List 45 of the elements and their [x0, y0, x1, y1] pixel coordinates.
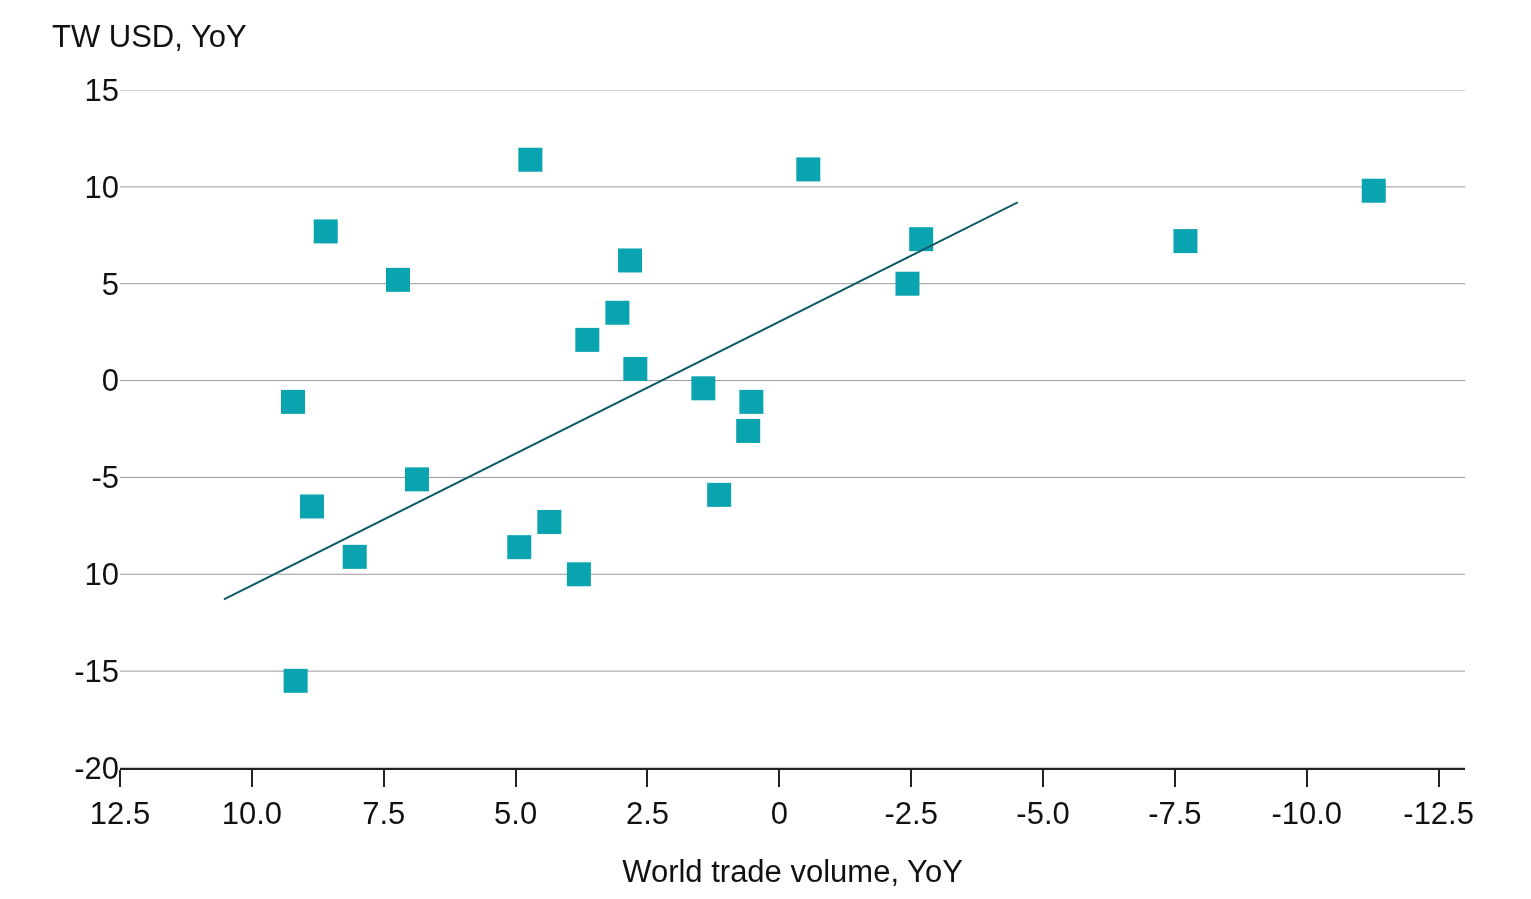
point — [623, 356, 648, 381]
point — [342, 544, 367, 569]
y-tick-label: -15 — [74, 653, 119, 689]
point — [404, 467, 429, 492]
point — [605, 300, 630, 325]
point — [299, 494, 324, 519]
point — [507, 535, 532, 560]
point — [313, 219, 338, 244]
y-tick-label: 10 — [84, 169, 119, 205]
point — [1361, 178, 1386, 203]
y-tick-label: -20 — [74, 750, 119, 786]
point — [707, 482, 732, 507]
x-tick-label: 0 — [770, 796, 788, 832]
x-tick-label: -2.5 — [884, 796, 938, 832]
point — [796, 157, 821, 182]
point — [281, 389, 305, 414]
y-axis-title: TW USD, YoY — [52, 19, 247, 54]
x-axis-title: World trade volume, YoY — [622, 853, 963, 889]
point — [691, 376, 716, 401]
x-tick-label: -5.0 — [1016, 796, 1070, 832]
point — [736, 418, 761, 443]
y-tick-label: 0 — [101, 363, 119, 399]
point — [895, 271, 920, 296]
x-tick-label: 2.5 — [625, 796, 669, 832]
point — [618, 248, 643, 273]
x-tick-label: -10.0 — [1271, 796, 1343, 832]
x-tick-label: 7.5 — [362, 796, 406, 832]
point — [566, 562, 591, 587]
point — [518, 147, 543, 172]
point — [575, 327, 600, 352]
point — [1173, 229, 1198, 254]
y-tick-label: -5 — [91, 460, 119, 496]
x-tick-label: 5.0 — [494, 796, 538, 832]
y-tick-label: 10 — [84, 557, 119, 593]
y-tick-label: 5 — [101, 266, 119, 302]
x-tick-label: 10.0 — [221, 796, 283, 832]
point — [739, 389, 764, 414]
point — [537, 509, 562, 534]
point — [909, 227, 934, 252]
x-tick-label: 12.5 — [89, 796, 151, 832]
y-tick-label: 15 — [84, 72, 119, 108]
point — [385, 267, 410, 292]
x-tick-label: -7.5 — [1148, 796, 1202, 832]
point — [283, 668, 308, 693]
x-tick-label: -12.5 — [1403, 796, 1474, 832]
